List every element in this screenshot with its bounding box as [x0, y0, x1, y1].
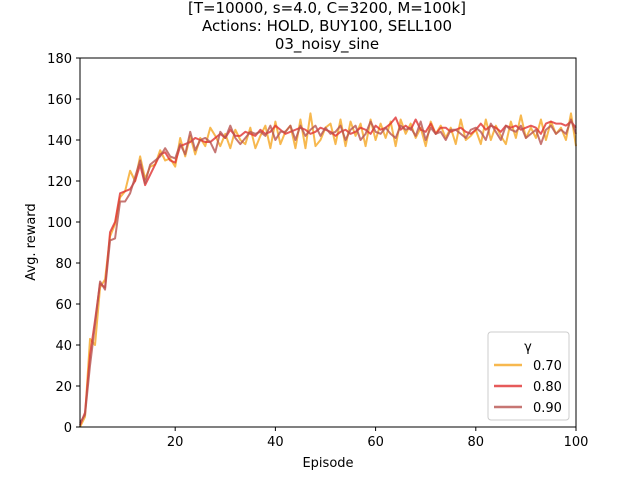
x-axis-label: Episode — [302, 456, 353, 471]
legend: γ 0.70 0.80 0.90 — [487, 331, 570, 421]
y-tick-label: 180 — [47, 52, 72, 67]
y-tick-label: 80 — [55, 257, 72, 272]
y-tick-label: 20 — [55, 380, 72, 395]
chart-title-line-3: 03_noisy_sine — [275, 35, 379, 54]
plot-area-frame — [79, 57, 577, 428]
chart-title-line-1: [T=10000, s=4.0, C=3200, M=100k] — [188, 0, 466, 17]
legend-box — [487, 331, 570, 421]
y-axis-ticks: 0 20 40 60 80 100 120 140 160 180 — [47, 52, 80, 436]
y-tick-label: 0 — [64, 421, 72, 436]
y-axis-label: Avg. reward — [24, 203, 39, 280]
x-tick-label: 80 — [468, 435, 485, 450]
x-tick-label: 100 — [564, 435, 589, 450]
x-tick-label: 20 — [167, 435, 184, 450]
legend-label: 0.70 — [533, 359, 562, 374]
x-axis-ticks: 20 40 60 80 100 — [167, 427, 588, 450]
x-tick-label: 40 — [267, 435, 284, 450]
series-line-0-90 — [79, 118, 577, 424]
x-tick-label: 60 — [367, 435, 384, 450]
legend-label: 0.90 — [533, 401, 562, 416]
legend-title: γ — [524, 340, 532, 355]
series-lines — [79, 112, 577, 428]
y-tick-label: 140 — [47, 134, 72, 149]
y-tick-label: 60 — [55, 298, 72, 313]
chart-title-line-2: Actions: HOLD, BUY100, SELL100 — [202, 17, 452, 35]
y-tick-label: 120 — [47, 175, 72, 190]
series-line-0-70 — [79, 112, 577, 428]
y-tick-label: 100 — [47, 216, 72, 231]
chart-title: [T=10000, s=4.0, C=3200, M=100k] Actions… — [188, 0, 466, 54]
legend-label: 0.80 — [533, 380, 562, 395]
y-tick-label: 160 — [47, 93, 72, 108]
y-tick-label: 40 — [55, 339, 72, 354]
